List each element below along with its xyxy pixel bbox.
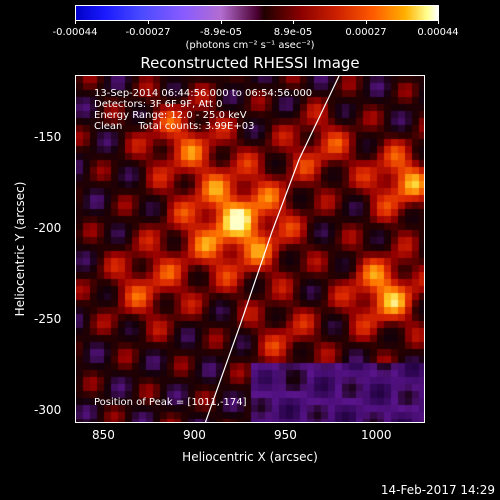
plot-title: Reconstructed RHESSI Image xyxy=(140,54,360,72)
y-tick-label: -150 xyxy=(34,130,62,144)
colorbar-tick xyxy=(148,20,149,24)
plot-datestamp: 14-Feb-2017 14:29 xyxy=(380,483,495,497)
annotation-detectors: Detectors: 3F 6F 9F, Att 0 xyxy=(94,99,223,110)
colorbar-tick xyxy=(366,20,367,24)
annotation-counts: Clean Total counts: 3.99E+03 xyxy=(94,121,255,132)
colorbar-units: (photons cm⁻² s⁻¹ asec⁻²) xyxy=(185,40,315,51)
image-plot-area xyxy=(75,75,425,423)
reconstructed-image xyxy=(76,76,424,422)
x-tick-label: 950 xyxy=(274,428,297,442)
colorbar-tick-label: -8.9e-05 xyxy=(200,27,242,38)
y-axis-label: Heliocentric Y (arcsec) xyxy=(13,181,27,317)
y-tick-label: -300 xyxy=(34,403,62,417)
colorbar-tick-label: 8.9e-05 xyxy=(273,27,313,38)
y-tick-label: -200 xyxy=(34,221,62,235)
annotation-peak-position: Position of Peak = [1011,-174] xyxy=(94,397,247,408)
colorbar-tick xyxy=(75,20,76,24)
annotation-time-range: 13-Sep-2014 06:44:56.000 to 06:54:56.000 xyxy=(94,88,313,99)
colorbar-tick xyxy=(293,20,294,24)
x-axis-label: Heliocentric X (arcsec) xyxy=(182,450,318,464)
colorbar xyxy=(75,5,439,21)
x-tick-label: 1000 xyxy=(361,428,392,442)
colorbar-tick-label: 0.00044 xyxy=(417,27,459,38)
y-tick-label: -250 xyxy=(34,312,62,326)
colorbar-tick-label: 0.00027 xyxy=(345,27,387,38)
colorbar-tick-label: -0.00027 xyxy=(125,27,171,38)
colorbar-tick xyxy=(221,20,222,24)
annotation-energy-range: Energy Range: 12.0 - 25.0 keV xyxy=(94,110,247,121)
solar-limb-line xyxy=(204,76,340,422)
colorbar-tick-label: -0.00044 xyxy=(52,27,98,38)
x-tick-label: 850 xyxy=(92,428,115,442)
x-tick-label: 900 xyxy=(183,428,206,442)
colorbar-tick xyxy=(438,20,439,24)
